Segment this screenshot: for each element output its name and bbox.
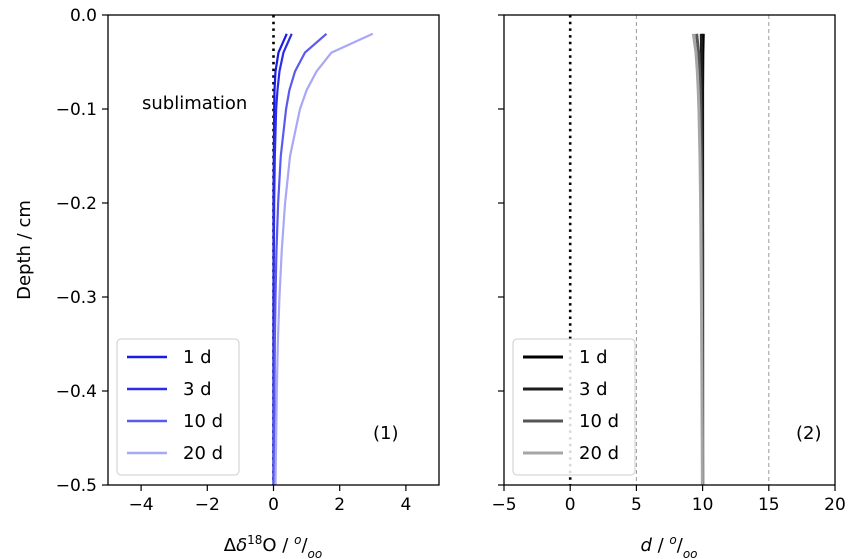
x-tick-label: 0 (268, 495, 279, 515)
legend-label: 10 d (183, 411, 223, 432)
x-tick-label: −2 (195, 495, 220, 515)
x-tick-label: −4 (129, 495, 154, 515)
panel-2-frame (503, 14, 836, 486)
legend-label: 3 d (579, 379, 608, 400)
y-tick-label: −0.4 (56, 382, 97, 402)
panel-1-x-ticks: −4 −2 0 2 4 (129, 485, 411, 515)
y-tick-label: −0.3 (56, 288, 97, 308)
y-tick-label: −0.1 (56, 100, 97, 120)
panel-2-legend: 1 d 3 d 10 d 20 d (512, 338, 636, 476)
legend-label: 20 d (183, 443, 223, 464)
panel-1-y-axis-title: Depth / cm (14, 200, 35, 300)
y-tick-label: 0.0 (70, 6, 97, 26)
panel-1-y-ticks: 0.0 −0.1 −0.2 −0.3 −0.4 −0.5 (56, 6, 108, 496)
x-tick-label: −5 (491, 495, 516, 515)
series-line-20d (274, 32, 374, 486)
x-tick-label: 2 (334, 495, 345, 515)
series-line-20d (691, 33, 704, 486)
panel-1-series (272, 32, 374, 486)
legend-label: 20 d (579, 443, 619, 464)
x-tick-label: 15 (758, 495, 780, 515)
legend-box (116, 338, 240, 476)
y-tick-label: −0.2 (56, 194, 97, 214)
panel-1-legend: 1 d 3 d 10 d 20 d (116, 338, 240, 476)
panel-2-label: (2) (796, 423, 822, 444)
y-tick-label: −0.5 (56, 476, 97, 496)
panel-1-x-axis-title: Δδ18O / o/oo (224, 533, 322, 559)
x-tick-label: 0 (565, 495, 576, 515)
legend-label: 10 d (579, 411, 619, 432)
guide-lines (635, 15, 770, 485)
legend-label: 1 d (579, 347, 608, 368)
panel-1: −4 −2 0 2 4 0.0 −0.1 −0.2 −0.3 −0.4 −0.5 sublimat… (14, 6, 440, 559)
legend-label: 3 d (183, 379, 212, 400)
panel-2-x-axis-title: d / o/oo (640, 533, 697, 559)
x-tick-label: 5 (631, 495, 642, 515)
panel-2: −5 0 5 10 15 20 (2) 1 d 3 d 10 d 20 d d / o/oo (491, 14, 846, 559)
series-line-10d (272, 32, 328, 486)
panel-1-label: (1) (373, 423, 399, 444)
x-tick-label: 4 (400, 495, 411, 515)
panel-2-series (691, 33, 705, 486)
panel-2-y-ticks (498, 14, 504, 486)
x-tick-label: 10 (692, 495, 714, 515)
legend-label: 1 d (183, 347, 212, 368)
x-tick-label: 20 (824, 495, 846, 515)
panel-2-x-ticks: −5 0 5 10 15 20 (491, 485, 846, 515)
sublimation-annotation: sublimation (142, 93, 247, 114)
legend-box (512, 338, 636, 476)
